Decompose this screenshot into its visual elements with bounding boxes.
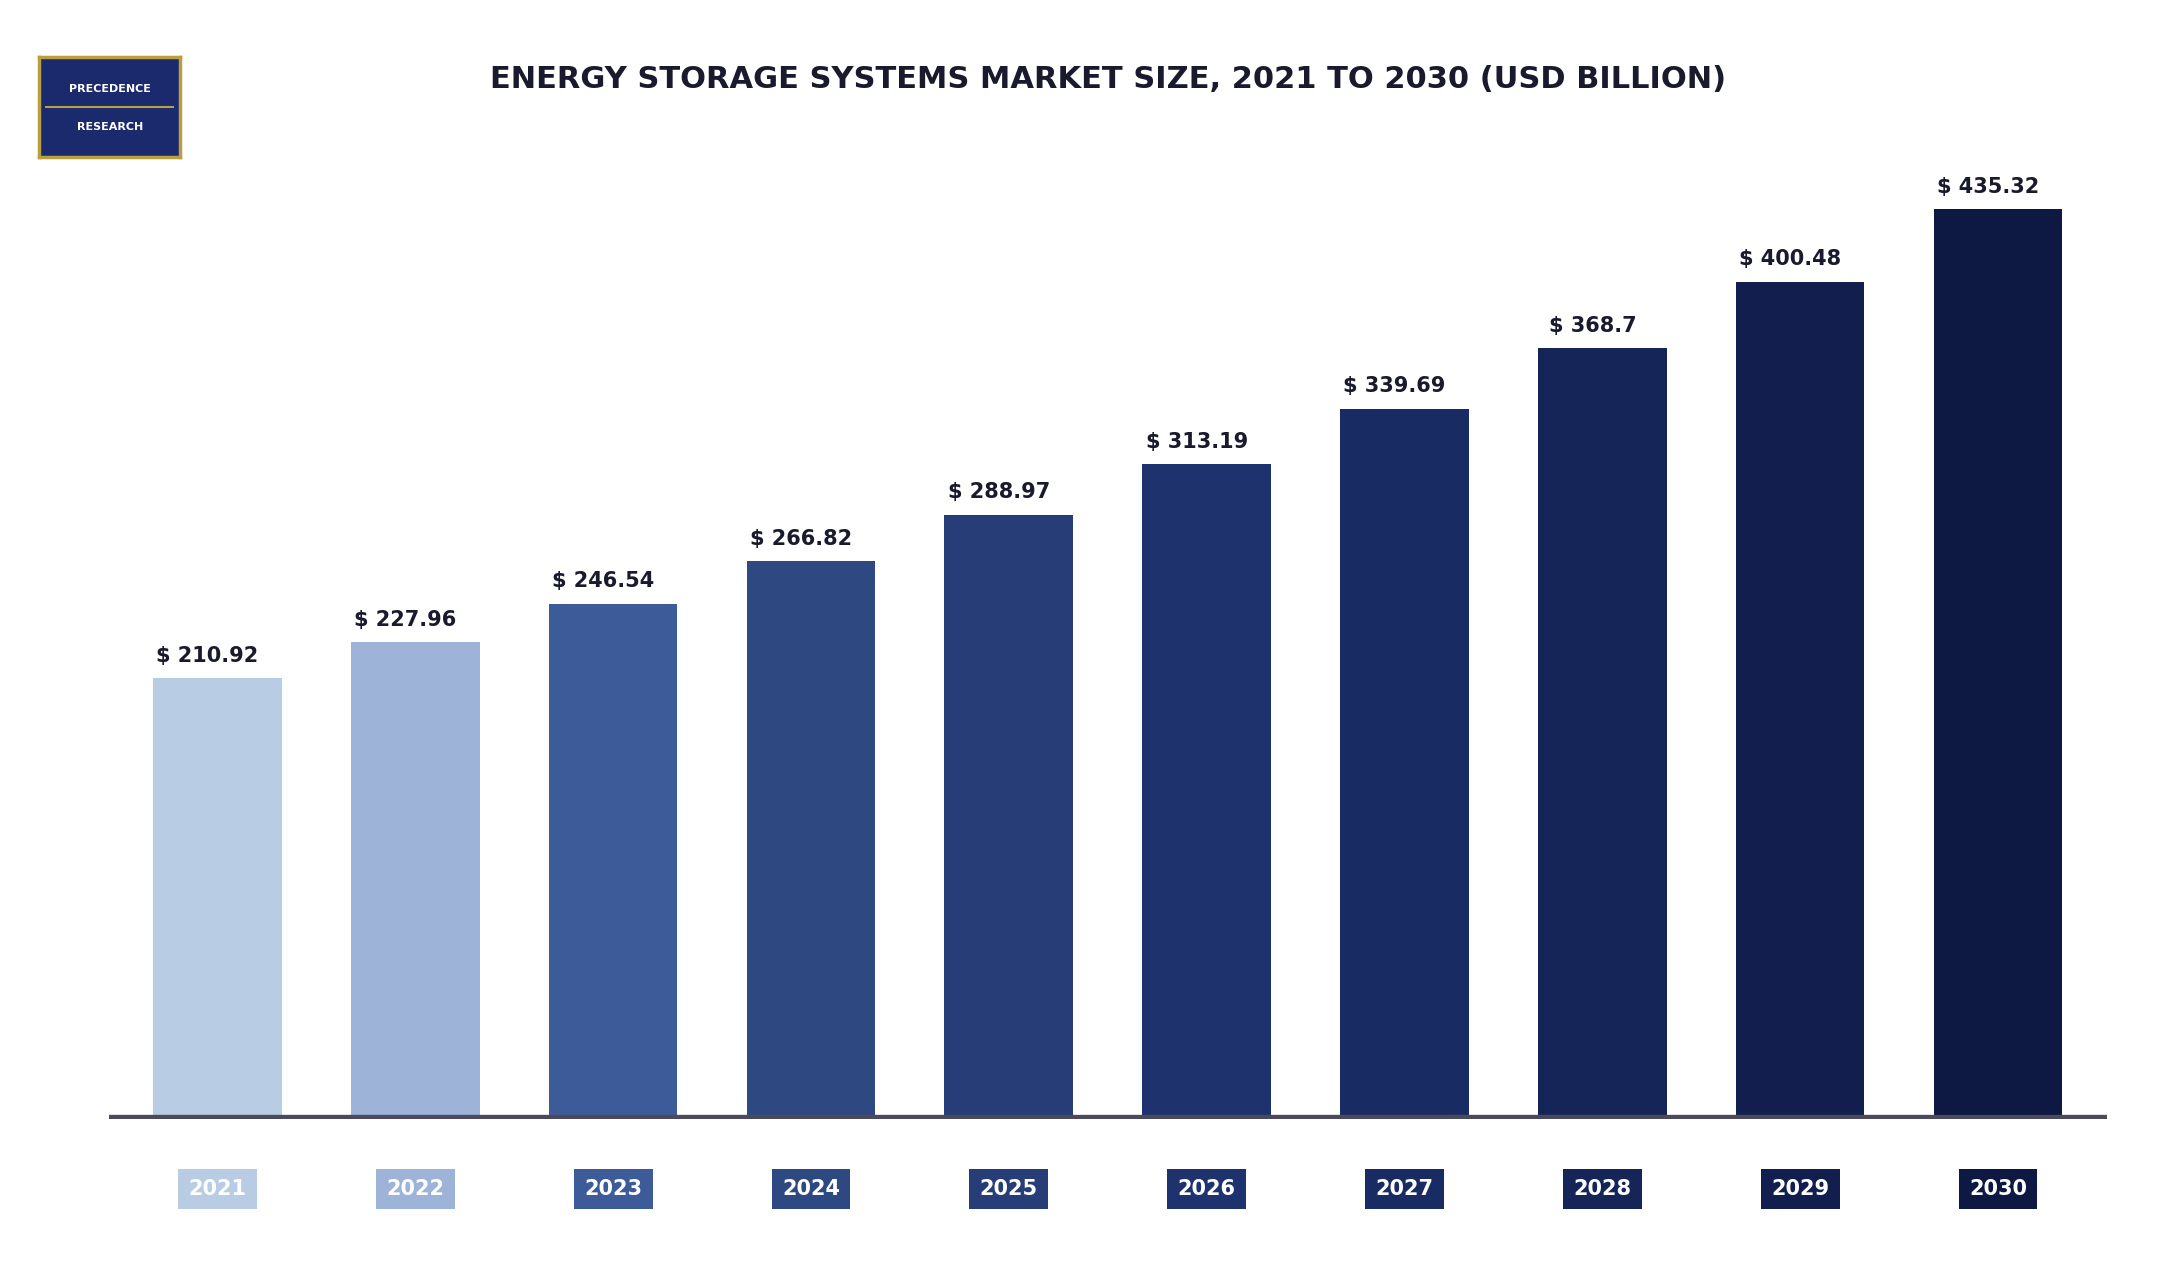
Bar (945, 514, 1073, 1119)
Text: 2025: 2025 (980, 1179, 1038, 1199)
Text: 2022: 2022 (387, 1179, 445, 1199)
Text: $ 435.32: $ 435.32 (1937, 176, 2040, 197)
Text: 2026: 2026 (1177, 1179, 1236, 1199)
Bar (352, 643, 480, 1119)
Bar (1735, 282, 1864, 1119)
Text: $ 368.7: $ 368.7 (1549, 316, 1636, 336)
Text: 2024: 2024 (782, 1179, 841, 1199)
Text: 2030: 2030 (1970, 1179, 2026, 1199)
Text: $ 288.97: $ 288.97 (947, 482, 1049, 503)
Text: $ 210.92: $ 210.92 (156, 646, 258, 666)
Text: RESEARCH: RESEARCH (76, 122, 143, 131)
Bar (152, 678, 282, 1119)
Bar (1933, 210, 2063, 1119)
Text: 2027: 2027 (1375, 1179, 1434, 1199)
Bar (550, 603, 678, 1119)
Text: 2023: 2023 (584, 1179, 643, 1199)
Text: $ 339.69: $ 339.69 (1344, 377, 1447, 396)
Bar (1142, 464, 1271, 1119)
Bar (1538, 349, 1666, 1119)
Text: PRECEDENCE: PRECEDENCE (70, 84, 150, 94)
Text: $ 246.54: $ 246.54 (552, 571, 654, 592)
Text: 2028: 2028 (1573, 1179, 1631, 1199)
Bar (747, 561, 875, 1119)
Text: $ 227.96: $ 227.96 (354, 610, 456, 630)
Bar (1340, 409, 1468, 1119)
Text: $ 313.19: $ 313.19 (1145, 432, 1249, 451)
Title: ENERGY STORAGE SYSTEMS MARKET SIZE, 2021 TO 2030 (USD BILLION): ENERGY STORAGE SYSTEMS MARKET SIZE, 2021… (489, 66, 1727, 94)
Text: 2021: 2021 (189, 1179, 245, 1199)
Text: $ 266.82: $ 266.82 (749, 529, 851, 549)
Text: 2029: 2029 (1770, 1179, 1829, 1199)
Text: $ 400.48: $ 400.48 (1740, 249, 1842, 269)
